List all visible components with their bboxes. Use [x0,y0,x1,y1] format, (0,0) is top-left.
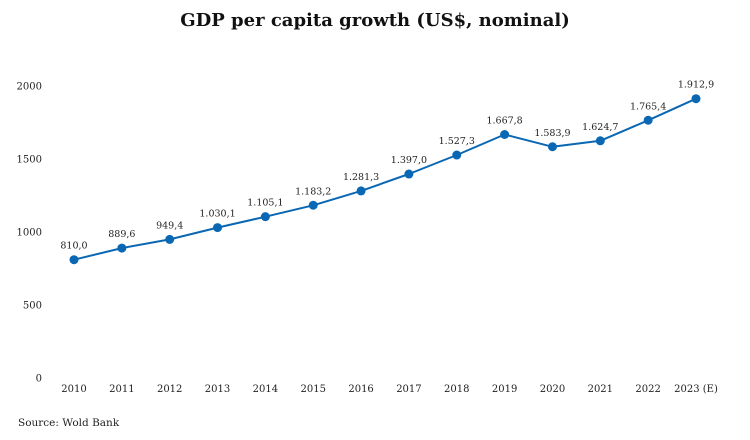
data-label: 1.397,0 [391,155,427,166]
y-tick-label: 2000 [17,82,42,93]
data-labels-group: 810,0 889,6 949,4 1.030,1 1.105,1 1.183,2 1.28… [60,80,714,252]
x-tick-label: 2023 (E) [674,384,718,395]
chart-title: GDP per capita growth (US$, nominal) [180,10,570,31]
x-tick-label: 2016 [348,384,373,395]
data-point [452,150,462,160]
x-tick-label: 2010 [61,384,86,395]
series-line-group [73,97,697,261]
data-label: 810,0 [60,241,87,252]
data-label: 1.183,2 [295,186,331,197]
x-tick-label: 2022 [635,384,660,395]
x-axis-ticks: 2010 2011 2012 2013 2014 2015 2016 2017 2018 2019… [61,384,718,395]
data-label: 1.030,1 [199,209,235,220]
y-axis-ticks: 0 500 1000 1500 2000 [17,82,42,385]
y-tick-label: 1000 [17,228,42,239]
data-point [69,255,79,265]
x-tick-label: 2020 [540,384,565,395]
data-label: 949,4 [156,220,183,231]
data-label: 1.765,4 [630,101,666,112]
source-note: Source: Wold Bank [18,417,120,429]
data-point [547,142,557,152]
data-point [595,136,605,146]
data-label: 1.667,8 [486,116,522,127]
data-label: 1.624,7 [582,122,618,133]
data-label: 1.912,9 [678,80,714,91]
data-label: 1.281,3 [343,172,379,183]
data-point [404,169,414,179]
x-tick-label: 2012 [157,384,182,395]
x-tick-label: 2019 [492,384,517,395]
data-label: 1.527,3 [439,136,475,147]
data-label: 889,6 [108,229,135,240]
data-point [356,186,366,196]
data-points-group [69,94,701,265]
data-point [260,212,270,222]
data-point [643,115,653,125]
data-point [213,223,223,233]
data-point [117,243,127,253]
x-tick-label: 2017 [396,384,421,395]
x-tick-label: 2021 [588,384,613,395]
x-tick-label: 2018 [444,384,469,395]
data-point [691,94,701,104]
data-label: 1.583,9 [534,128,570,139]
data-label: 1.105,1 [247,198,283,209]
data-point [308,200,318,210]
data-point [500,130,510,140]
y-tick-label: 1500 [17,155,42,166]
x-tick-label: 2014 [253,384,278,395]
x-tick-label: 2015 [301,384,326,395]
series-line [73,97,697,261]
y-tick-label: 500 [23,301,42,312]
x-tick-label: 2013 [205,384,230,395]
y-tick-label: 0 [36,374,42,385]
x-tick-label: 2011 [109,384,134,395]
data-point [165,234,175,244]
